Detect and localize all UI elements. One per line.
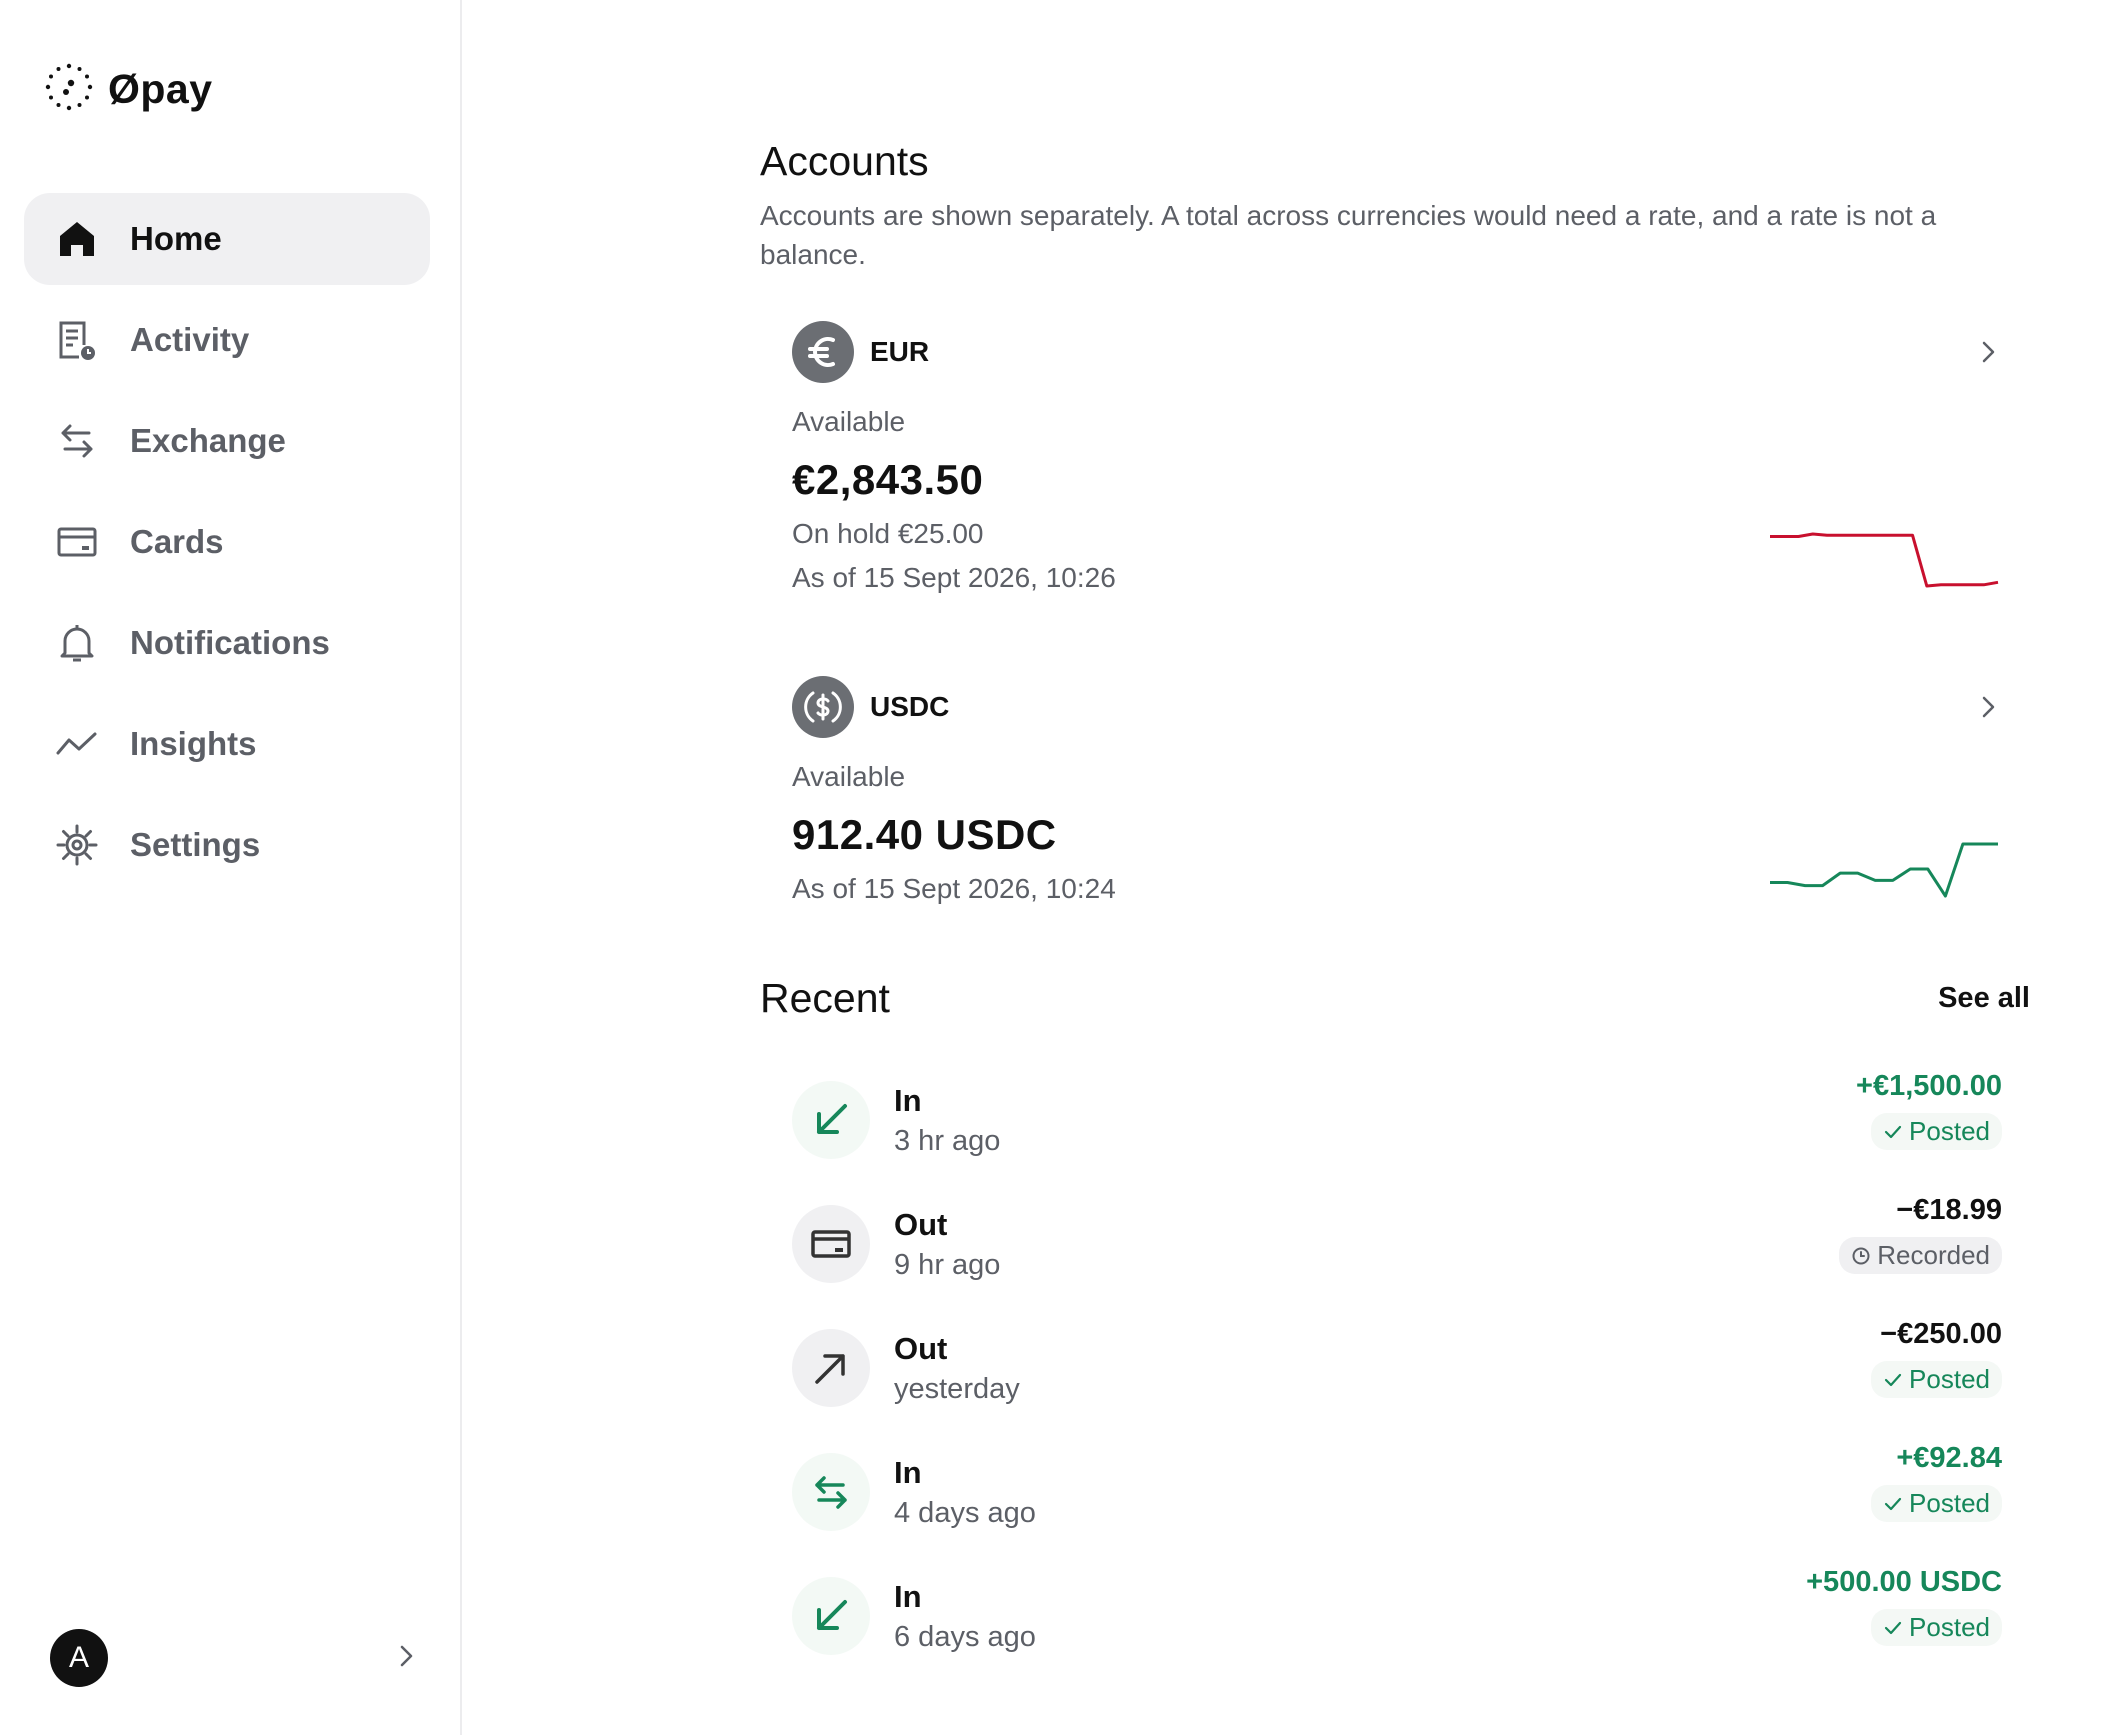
clock-icon [1852,1247,1870,1264]
transaction-time: 4 days ago [894,1496,1036,1529]
account-balance: 912.40 USDC [792,811,1057,858]
usdc-icon [792,676,854,738]
transaction-row[interactable]: Out 9 hr ago −€18.99 Recorded [792,1182,2002,1306]
as-of-timestamp: As of 15 Sept 2026, 10:24 [792,873,1116,904]
status-badge: Posted [1871,1113,2002,1150]
status-badge: Posted [1871,1609,2002,1646]
chevron-right-icon [392,1642,420,1675]
account-code: USDC [870,691,950,722]
check-icon [1884,1125,1902,1138]
sparkline-path [1770,842,1998,898]
transaction-row[interactable]: In 3 hr ago +€1,500.00 Posted [792,1058,2002,1182]
transaction-amount: +€1,500.00 [1856,1070,2002,1102]
sidebar: Øpay Home Activity Exchange [0,0,462,1735]
status-label: Posted [1909,1612,1990,1642]
check-icon [1884,1373,1902,1386]
card-icon [54,519,100,565]
brand-dots-icon [44,62,94,117]
sidebar-item-activity[interactable]: Activity [24,294,430,386]
sidebar-item-settings[interactable]: Settings [24,799,430,891]
available-label: Available [792,761,906,792]
exchange-icon [54,418,100,464]
accounts-description: Accounts are shown separately. A total a… [760,200,1937,270]
check-icon [1884,1497,1902,1510]
accounts-title: Accounts [760,138,929,184]
status-label: Posted [1909,1364,1990,1394]
sidebar-item-label: Settings [130,826,261,863]
status-badge: Posted [1871,1485,2002,1522]
transaction-time: yesterday [894,1372,1020,1405]
status-label: Posted [1909,1488,1990,1518]
home-icon [54,216,100,262]
sidebar-item-label: Home [130,220,222,257]
transaction-row[interactable]: In 4 days ago +€92.84 Posted [792,1430,2002,1554]
sidebar-nav: Home Activity Exchange [24,193,430,900]
brand-logo[interactable]: Øpay [44,62,213,117]
on-hold-amount: On hold €25.00 [792,518,984,549]
trend-icon [54,721,100,767]
available-label: Available [792,406,906,437]
transaction-list: In 3 hr ago +€1,500.00 Posted Out 9 hr a… [792,1058,2002,1678]
transaction-direction: In [894,1082,922,1118]
see-all-link[interactable]: See all [1938,982,2030,1014]
status-label: Recorded [1877,1240,1990,1270]
transaction-amount: +500.00 USDC [1806,1566,2002,1598]
sidebar-item-label: Cards [130,523,224,560]
sparkline-path [1770,532,1999,588]
status-badge: Posted [1871,1361,2002,1398]
recent-header: Recent See all [760,975,2030,1022]
brand-name: Øpay [108,66,213,112]
status-label: Posted [1909,1116,1990,1146]
arrow-down-left-icon [792,1081,870,1159]
sidebar-item-label: Notifications [130,624,330,661]
arrow-down-left-icon [792,1577,870,1655]
balance-sparkline [1770,532,1999,588]
sidebar-item-cards[interactable]: Cards [24,496,430,588]
transaction-amount: −€18.99 [1896,1194,2002,1226]
sidebar-item-label: Insights [130,725,257,762]
sidebar-item-home[interactable]: Home [24,193,430,285]
account-balance: €2,843.50 [792,456,984,503]
gear-icon [54,822,100,868]
account-card-usdc[interactable]: USDC Available 912.40 USDC As of 15 Sept… [792,675,2002,905]
sidebar-item-label: Exchange [130,422,286,459]
transaction-direction: Out [894,1330,948,1366]
exchange-icon [792,1453,870,1531]
transaction-time: 6 days ago [894,1620,1036,1653]
transaction-row[interactable]: Out yesterday −€250.00 Posted [792,1306,2002,1430]
check-icon [1884,1621,1902,1634]
account-switcher[interactable]: A [50,1628,420,1688]
arrow-up-right-icon [792,1329,870,1407]
status-badge: Recorded [1839,1237,2002,1274]
euro-icon [792,321,854,383]
transaction-amount: −€250.00 [1880,1318,2002,1350]
transaction-direction: In [894,1454,922,1490]
bell-icon [54,620,100,666]
sidebar-item-label: Activity [130,321,250,358]
avatar[interactable]: A [50,1629,108,1687]
transaction-amount: +€92.84 [1896,1442,2002,1474]
sidebar-item-exchange[interactable]: Exchange [24,395,430,487]
transaction-row[interactable]: In 6 days ago +500.00 USDC Posted [792,1554,2002,1678]
card-icon [792,1205,870,1283]
sidebar-item-notifications[interactable]: Notifications [24,597,430,689]
transaction-direction: Out [894,1206,948,1242]
transaction-time: 9 hr ago [894,1248,1001,1281]
account-card-eur[interactable]: EUR Available €2,843.50 On hold €25.00 A… [792,320,2002,594]
chevron-right-icon[interactable] [1974,338,2002,371]
transaction-direction: In [894,1578,922,1614]
transaction-time: 3 hr ago [894,1124,1001,1157]
chevron-right-icon[interactable] [1974,693,2002,726]
sidebar-item-insights[interactable]: Insights [24,698,430,790]
as-of-timestamp: As of 15 Sept 2026, 10:26 [792,562,1116,593]
activity-icon [54,317,100,363]
account-code: EUR [870,336,930,367]
balance-sparkline [1770,842,1998,898]
recent-title: Recent [760,975,890,1021]
